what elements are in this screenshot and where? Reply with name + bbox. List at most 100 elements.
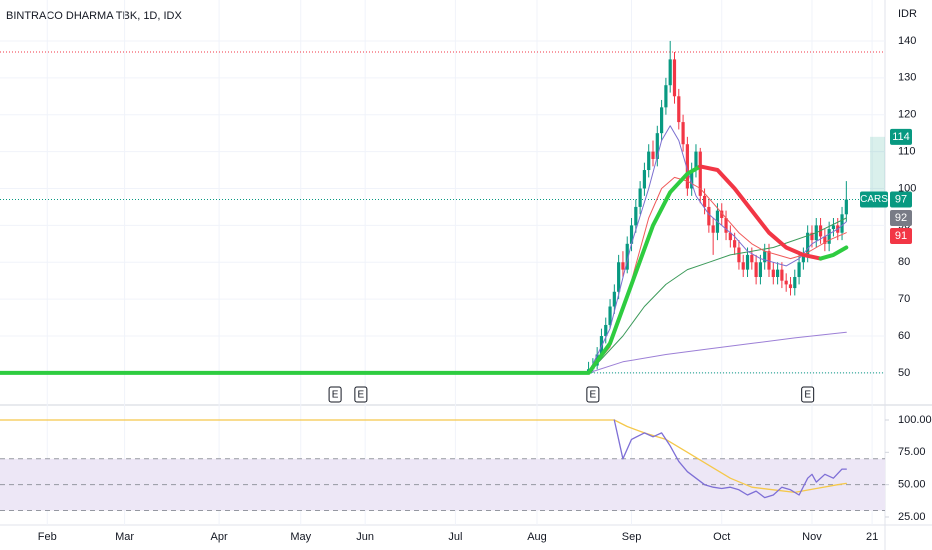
candle-body: [801, 254, 805, 263]
candle-body: [797, 262, 801, 278]
event-label: E: [590, 390, 597, 401]
x-tick-label: Jun: [356, 531, 374, 543]
candle-body: [767, 251, 771, 270]
line-series: [588, 331, 847, 374]
y-tick-label: 130: [898, 72, 916, 84]
price-label-box: [890, 191, 912, 208]
candle-body: [788, 284, 793, 289]
candle-body: [724, 217, 728, 233]
candle-body: [707, 206, 711, 226]
candle-body: [642, 170, 647, 189]
event-box: [328, 386, 342, 403]
price-label: 114: [892, 131, 910, 143]
x-tick-label: Aug: [527, 531, 547, 543]
candle-body: [694, 151, 698, 171]
line-series: [0, 419, 847, 494]
candle-body: [660, 107, 664, 134]
event-label: E: [332, 390, 339, 401]
x-tick-label: Sep: [622, 531, 642, 543]
candle-body: [720, 210, 724, 218]
x-tick-label: Feb: [38, 531, 57, 543]
candle-body: [844, 199, 848, 215]
candle-body: [690, 170, 694, 189]
candle-body: [793, 277, 797, 289]
candle-body: [647, 151, 651, 171]
candle-body: [711, 225, 715, 233]
candle-body: [733, 240, 737, 248]
x-tick-label: Apr: [211, 531, 228, 543]
x-tick-label: 21: [866, 531, 878, 543]
candle-body: [625, 243, 629, 270]
y-tick-label: 80: [898, 256, 910, 268]
y-tick-label: 70: [898, 293, 910, 305]
candle-body: [668, 59, 672, 86]
candle-body: [728, 232, 732, 241]
y-tick-label: 140: [898, 35, 916, 47]
price-label-box: [890, 227, 912, 244]
chart-title: BINTRACO DHARMA TBK, 1D, IDX: [6, 10, 182, 22]
candle-body: [737, 247, 741, 263]
candle-body: [698, 151, 702, 196]
line-series: [818, 245, 849, 261]
price-label: 91: [895, 230, 907, 242]
candle-body: [754, 262, 758, 278]
x-tick-label: May: [290, 531, 311, 543]
candle-body: [681, 122, 685, 145]
candle-body: [763, 251, 767, 263]
price-label-box: [890, 128, 912, 145]
x-tick-label: Nov: [802, 531, 822, 543]
candle-body: [651, 151, 655, 159]
candle-body: [621, 262, 625, 270]
price-label-box: [890, 209, 912, 226]
candle-body: [806, 232, 810, 255]
candle-body: [758, 262, 763, 278]
line-series: [588, 125, 847, 374]
line-series: [0, 164, 703, 375]
candle-body: [638, 188, 642, 207]
candle-body: [702, 195, 707, 207]
candle-body: [831, 225, 836, 230]
price-label: 97: [895, 193, 907, 205]
event-label: E: [804, 390, 811, 401]
x-tick-label: Mar: [115, 531, 134, 543]
candle-body: [823, 236, 827, 244]
candle-body: [677, 96, 681, 123]
candle-body: [612, 291, 616, 307]
y-tick-label: 100.00: [898, 414, 932, 426]
currency: IDR: [898, 8, 917, 20]
price-label: 92: [895, 212, 907, 224]
line-series: [698, 164, 823, 261]
candle-body: [672, 59, 677, 97]
candle-body: [780, 269, 784, 281]
candle-body: [634, 206, 638, 226]
y-tick-label: 110: [898, 146, 916, 158]
candle-body: [741, 262, 745, 270]
candle-body: [745, 254, 750, 270]
x-tick-label: Oct: [713, 531, 730, 543]
candle-body: [617, 262, 621, 292]
candle-body: [655, 133, 659, 159]
candle-body: [810, 232, 814, 241]
y-tick-label: 100: [898, 182, 916, 194]
candle-body: [664, 85, 668, 108]
event-box: [586, 386, 600, 403]
candle-body: [608, 306, 612, 325]
event-box: [354, 386, 368, 403]
symbol-label: CARS: [860, 194, 888, 205]
target-zone: [870, 136, 885, 200]
candle-body: [775, 269, 780, 278]
candle-body: [629, 225, 634, 244]
candle-body: [840, 214, 844, 233]
y-tick-label: 50: [898, 367, 910, 379]
candle-body: [827, 229, 831, 244]
line-series: [613, 419, 847, 499]
candle-body: [784, 280, 788, 285]
line-series: [588, 217, 847, 374]
symbol-box: [860, 191, 888, 208]
event-box: [801, 386, 815, 403]
event-label: E: [358, 390, 365, 401]
candle-body: [685, 144, 689, 189]
candle-body: [750, 254, 754, 263]
